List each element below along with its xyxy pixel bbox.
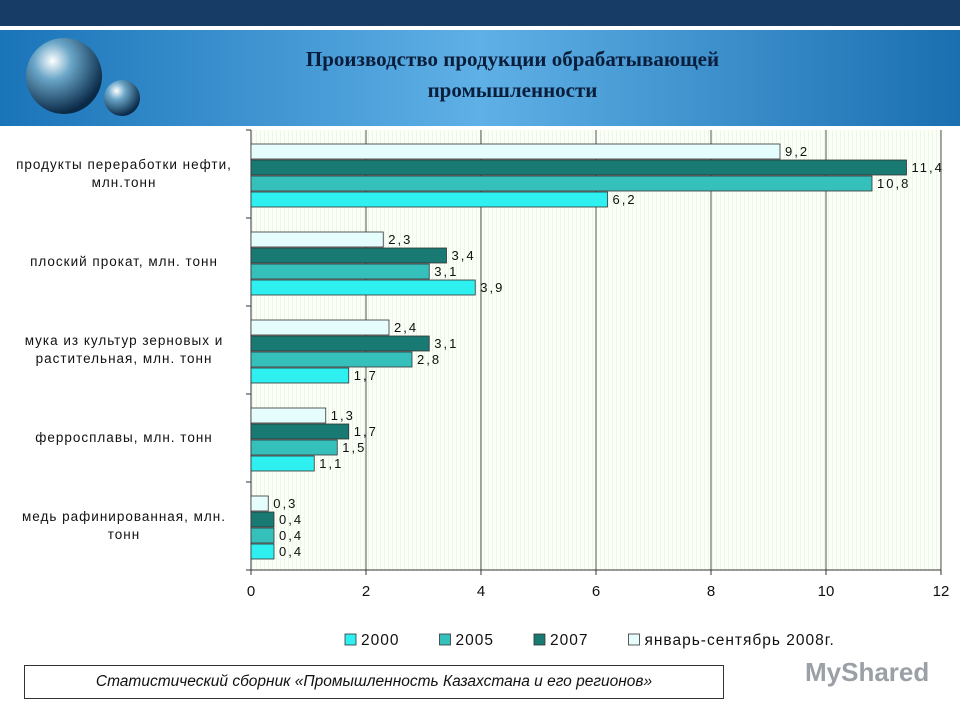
header-band [0,0,960,26]
bar [250,263,430,280]
value-label: 2,3 [388,232,412,247]
bar [250,279,476,296]
value-label: 1,7 [354,424,378,439]
x-tick-label: 2 [362,583,370,600]
bar [250,231,384,248]
value-label: 3,9 [480,280,504,295]
x-tick-label: 12 [933,583,950,600]
bar [250,335,430,352]
sphere [104,80,140,116]
value-label: 1,7 [354,368,378,383]
bar [250,439,338,456]
y-tick-label: медь рафинированная, млн. тонн [22,509,226,542]
y-tick-label: ферросплавы, млн. тонн [35,430,213,445]
bar [250,543,275,560]
bar [250,495,269,512]
value-label: 11,4 [912,160,944,175]
legend-swatch [439,633,451,646]
legend-swatch [344,633,357,646]
title: Производство продукции обрабатывающей пр… [305,47,720,102]
value-label: 3,1 [434,336,458,351]
x-tick-label: 10 [818,583,835,600]
x-tick-label: 0 [247,583,255,600]
value-label: 0,4 [279,512,303,527]
bar [250,367,350,384]
bar [250,455,315,472]
bar [250,247,447,264]
bar [250,175,873,192]
bar [250,351,413,368]
value-label: 9,2 [785,144,809,159]
value-label: 1,1 [319,456,343,471]
legend-swatch [628,633,640,646]
value-label: 0,3 [273,496,297,511]
value-label: 2,8 [417,352,441,367]
value-label: 1,3 [331,408,355,423]
bar [250,423,350,440]
header [0,30,960,126]
bar [250,511,275,528]
legend-label: 2007 [550,632,588,649]
y-tick-label: плоский прокат, млн. тонн [30,254,218,269]
x-tick-label: 4 [477,583,485,600]
legend-label: январь-сентябрь 2008г. [644,632,834,649]
y-tick-label: мука из культур зерновых и растительная,… [24,333,224,366]
value-label: 0,4 [279,528,303,543]
bar [250,319,390,336]
bar [250,143,781,160]
source: Статистический сборник «Промышленность К… [24,665,724,699]
y-tick-label: продукты переработки нефти, млн.тонн [16,157,232,190]
bar [250,407,327,424]
watermark: MyShared [805,657,930,687]
x-tick-label: 6 [592,583,600,600]
sphere [26,38,102,114]
value-label: 6,2 [613,192,637,207]
value-label: 10,8 [877,176,910,191]
value-label: 3,4 [452,248,476,263]
value-label: 2,4 [394,320,418,335]
value-label: 0,4 [279,544,303,559]
legend-swatch [533,633,546,646]
bar [250,191,608,208]
bar [250,527,275,544]
value-label: 1,5 [342,440,366,455]
legend-label: 2005 [455,632,493,649]
value-label: 3,1 [434,264,458,279]
bar [250,159,907,176]
legend-label: 2000 [361,632,399,649]
x-tick-label: 8 [707,583,715,600]
